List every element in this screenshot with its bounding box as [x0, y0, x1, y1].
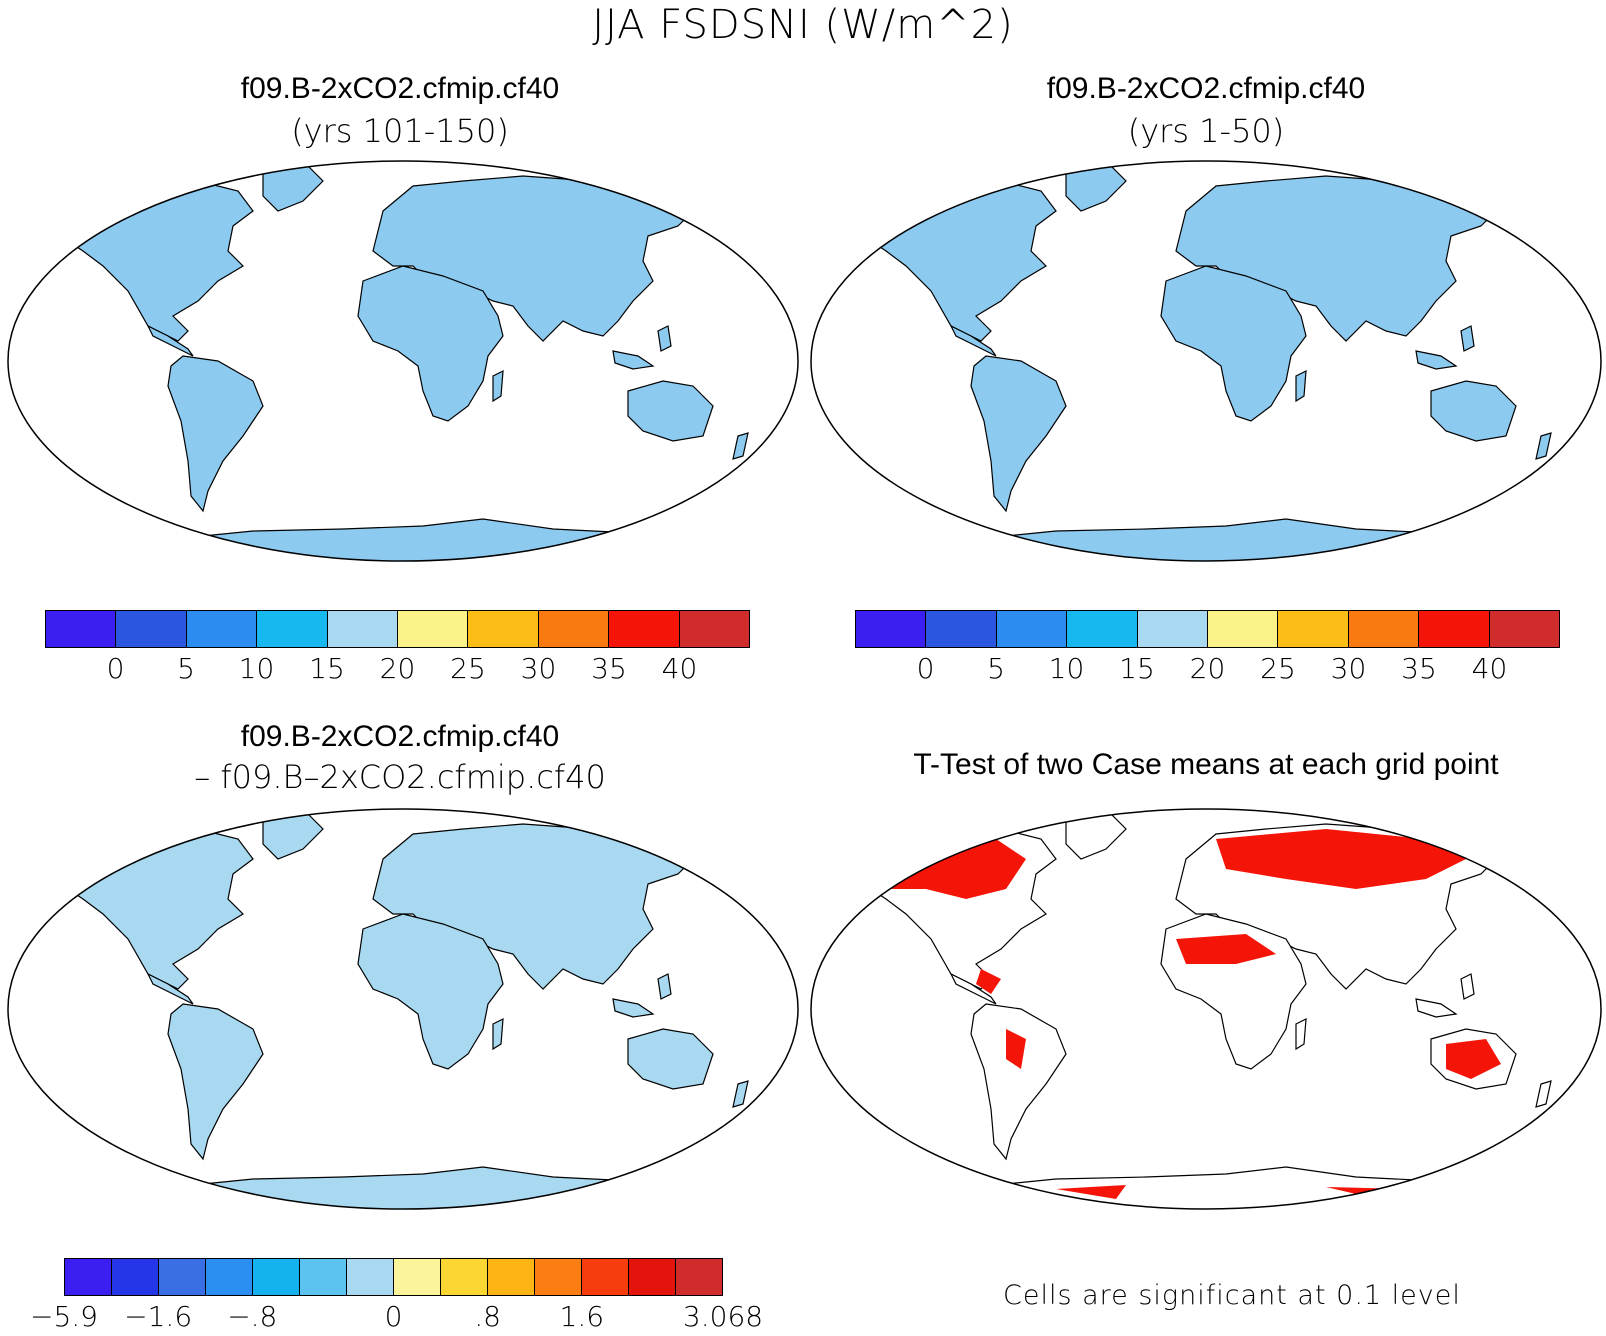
colorbar-swatch — [112, 1259, 159, 1295]
colorbar-tick-label: 10 — [238, 652, 275, 685]
colorbar-swatch — [398, 611, 469, 647]
colorbar-swatch — [538, 611, 610, 647]
colorbar-swatch — [300, 1259, 347, 1295]
colorbar-swatch — [1137, 611, 1209, 647]
panel-subtitle-top-left: (yrs 101-150) — [291, 112, 509, 150]
colorbar-tick-label: −.8 — [227, 1300, 278, 1333]
colorbar-tick-label: 25 — [1260, 652, 1296, 685]
colorbar-tick-label: 0 — [106, 652, 125, 685]
colorbar-top-left: 0 5 10 15 20 25 30 35 40 — [45, 610, 750, 688]
colorbar-tick-label: 30 — [520, 652, 557, 685]
map-panel-bottom-right — [808, 806, 1604, 1212]
colorbar-tick-label: 20 — [1189, 652, 1226, 685]
colorbar-swatch — [609, 611, 680, 647]
colorbar-swatch — [629, 1259, 676, 1295]
colorbar-tick-label: 0 — [916, 652, 935, 685]
colorbar-bottom-left: −5.9 −1.6 −.8 0 .8 1.6 3.068 — [30, 1258, 763, 1336]
colorbar-tick-label: 35 — [591, 652, 627, 685]
map-panel-top-right — [808, 158, 1604, 564]
colorbar-ticks-top-left: 0 5 10 15 20 25 30 35 40 — [45, 648, 750, 688]
colorbar-swatch — [488, 1259, 535, 1295]
colorbar-swatch — [1067, 611, 1138, 647]
colorbar-tick-label: 3.068 — [682, 1300, 764, 1333]
significance-note: Cells are significant at 0.1 level — [1003, 1280, 1461, 1311]
colorbar-tick-label: 5 — [987, 652, 1005, 685]
colorbar-swatch — [347, 1259, 394, 1295]
map-panel-top-left — [5, 158, 801, 564]
colorbar-swatch — [1278, 611, 1349, 647]
colorbar-swatch — [253, 1259, 300, 1295]
colorbar-swatch — [159, 1259, 206, 1295]
colorbar-tick-label: 5 — [177, 652, 195, 685]
colorbar-tick-label: 15 — [309, 652, 345, 685]
map-panel-bottom-left — [5, 806, 801, 1212]
colorbar-tick-label: 15 — [1119, 652, 1155, 685]
colorbar-swatches-top-right — [855, 610, 1560, 648]
panel-title-bottom-left: f09.B-2xCO2.cfmip.cf40 — [240, 720, 560, 753]
panel-title-top-left: f09.B-2xCO2.cfmip.cf40 — [240, 72, 560, 105]
colorbar-swatch — [1419, 611, 1490, 647]
colorbar-tick-label: 30 — [1330, 652, 1367, 685]
colorbar-tick-label: 25 — [450, 652, 486, 685]
colorbar-tick-label: 35 — [1401, 652, 1437, 685]
colorbar-swatch — [535, 1259, 582, 1295]
colorbar-swatches-top-left — [45, 610, 750, 648]
figure-title: JJA FSDSNI (W/m^2) — [592, 2, 1014, 48]
colorbar-swatch — [996, 611, 1068, 647]
colorbar-swatch — [441, 1259, 488, 1295]
colorbar-swatch — [394, 1259, 441, 1295]
colorbar-swatch — [582, 1259, 629, 1295]
colorbar-swatch — [46, 611, 117, 647]
colorbar-ticks-bottom-left: −5.9 −1.6 −.8 0 .8 1.6 3.068 — [30, 1296, 763, 1336]
colorbar-swatch — [65, 1259, 112, 1295]
colorbar-tick-label: −1.6 — [124, 1300, 193, 1333]
colorbar-swatch — [926, 611, 997, 647]
panel-subtitle-bottom-left: – f09.B–2xCO2.cfmip.cf40 — [194, 758, 606, 796]
colorbar-swatch — [1208, 611, 1279, 647]
colorbar-tick-label: −5.9 — [30, 1300, 98, 1333]
panel-title-bottom-right: T-Test of two Case means at each grid po… — [913, 748, 1499, 781]
colorbar-swatch — [676, 1259, 722, 1295]
colorbar-tick-label: 1.6 — [559, 1300, 605, 1333]
panel-subtitle-top-right: (yrs 1-50) — [1127, 112, 1285, 150]
colorbar-swatch — [206, 1259, 253, 1295]
colorbar-swatch — [257, 611, 328, 647]
colorbar-tick-label: 0 — [384, 1300, 403, 1333]
colorbar-swatch — [1348, 611, 1420, 647]
colorbar-swatches-bottom-left — [64, 1258, 723, 1296]
colorbar-swatch — [186, 611, 258, 647]
colorbar-swatch — [1489, 611, 1560, 647]
colorbar-top-right: 0 5 10 15 20 25 30 35 40 — [855, 610, 1560, 688]
colorbar-swatch — [327, 611, 399, 647]
colorbar-swatch — [468, 611, 539, 647]
colorbar-swatch — [679, 611, 750, 647]
colorbar-swatch — [856, 611, 927, 647]
colorbar-tick-label: 40 — [661, 652, 698, 685]
colorbar-tick-label: 20 — [379, 652, 416, 685]
colorbar-swatch — [116, 611, 187, 647]
colorbar-tick-label: 10 — [1048, 652, 1085, 685]
panel-title-top-right: f09.B-2xCO2.cfmip.cf40 — [1046, 72, 1366, 105]
colorbar-tick-label: .8 — [474, 1300, 501, 1333]
colorbar-tick-label: 40 — [1471, 652, 1508, 685]
colorbar-ticks-top-right: 0 5 10 15 20 25 30 35 40 — [855, 648, 1560, 688]
